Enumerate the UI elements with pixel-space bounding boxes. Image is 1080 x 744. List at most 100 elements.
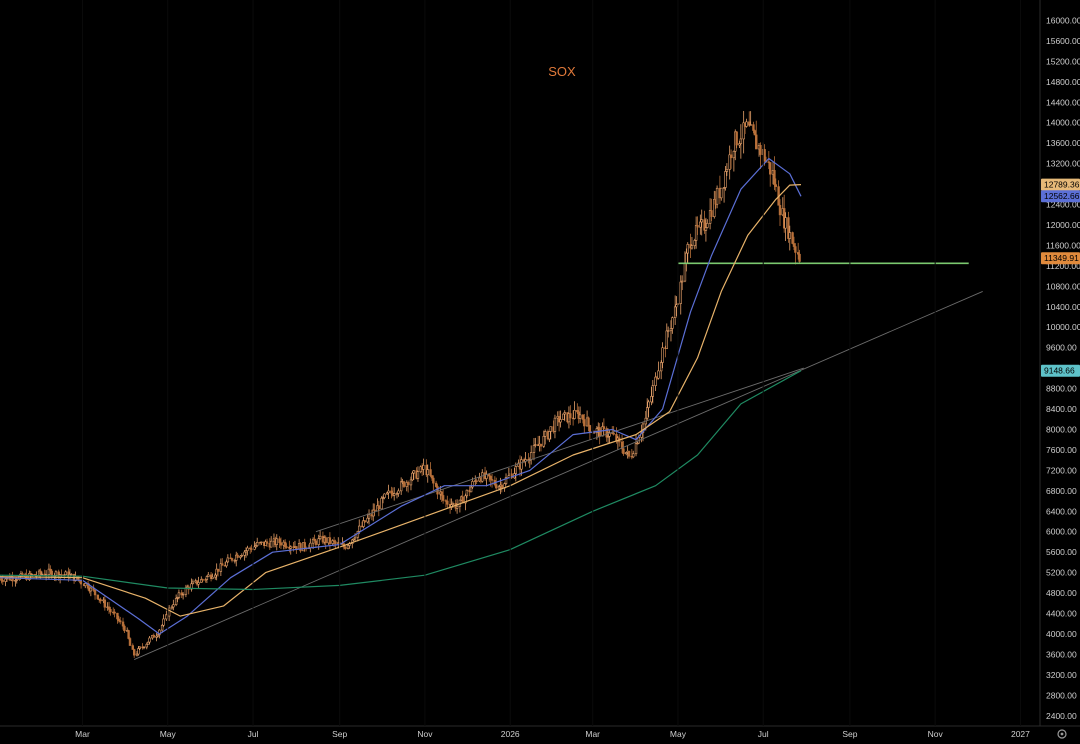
candle-body xyxy=(759,145,762,155)
candle-body xyxy=(595,428,599,433)
candle-body xyxy=(724,171,727,188)
candle-body xyxy=(283,541,287,548)
x-tick-label: Mar xyxy=(585,729,600,739)
candle-body xyxy=(666,330,670,332)
candle-body xyxy=(432,477,435,484)
gear-icon[interactable] xyxy=(1057,729,1067,739)
candle-body xyxy=(84,583,87,587)
candle-body xyxy=(309,542,312,549)
candle-body xyxy=(654,376,657,386)
candle-body xyxy=(243,551,246,556)
candle-body xyxy=(269,540,273,548)
candle-body xyxy=(464,495,467,504)
candle-body xyxy=(146,641,150,645)
candle-body xyxy=(377,505,381,510)
candle-body xyxy=(299,543,302,552)
candle-body xyxy=(455,505,459,509)
candle-body xyxy=(275,538,278,545)
y-tick-label: 12000.00 xyxy=(1046,220,1080,230)
candle-body xyxy=(469,486,473,493)
candle-body xyxy=(119,620,122,623)
candle-body xyxy=(344,546,347,549)
candle-body xyxy=(132,649,136,656)
candle-body xyxy=(411,472,414,481)
candle-body xyxy=(489,475,492,480)
y-tick-label: 4800.00 xyxy=(1046,588,1077,598)
candle-body xyxy=(4,578,7,582)
candle-body xyxy=(225,561,228,567)
candle-body xyxy=(475,480,478,482)
candle-body xyxy=(155,635,158,638)
candle-body xyxy=(675,304,678,308)
candle-body xyxy=(673,306,677,318)
candle-body xyxy=(93,590,97,596)
candle-body xyxy=(54,571,58,576)
candle-body xyxy=(265,541,269,544)
candle-body xyxy=(657,370,660,379)
candle-body xyxy=(390,490,393,494)
candle-body xyxy=(620,441,624,450)
candle-body xyxy=(693,240,696,246)
x-tick-label: Nov xyxy=(417,729,433,739)
candle-body xyxy=(260,541,263,544)
candle-body xyxy=(200,579,203,583)
candle-body xyxy=(160,624,164,631)
candle-body xyxy=(679,281,682,304)
candle-body xyxy=(627,450,631,457)
candle-body xyxy=(402,481,406,487)
x-tick-label: Mar xyxy=(75,729,90,739)
candle-body xyxy=(562,413,565,420)
candle-body xyxy=(170,606,174,609)
price-badge xyxy=(1041,252,1080,265)
candle-body xyxy=(557,416,561,423)
price-badge-label: 11349.91 xyxy=(1044,253,1079,263)
y-tick-label: 13200.00 xyxy=(1046,159,1080,169)
candle-body xyxy=(745,121,748,127)
candle-body xyxy=(602,426,606,429)
candle-body xyxy=(386,492,389,495)
y-tick-label: 4000.00 xyxy=(1046,629,1077,639)
candle-body xyxy=(608,432,611,437)
candle-body xyxy=(680,280,684,283)
candle-body xyxy=(763,149,766,162)
x-tick-label: Nov xyxy=(928,729,944,739)
candle-body xyxy=(422,464,425,470)
candle-body xyxy=(587,417,590,426)
candle-body xyxy=(240,555,244,557)
candle-body xyxy=(542,435,545,447)
candle-body xyxy=(392,493,396,496)
candle-body xyxy=(40,573,44,576)
candle-body xyxy=(671,317,674,329)
x-axis: Mar May Jul Sep Nov 2026 Mar May Jul Sep Nov 2027 xyxy=(75,0,1030,739)
candle-body xyxy=(612,432,615,435)
candle-body xyxy=(50,570,53,577)
y-tick-label: 14400.00 xyxy=(1046,97,1080,107)
candle-body xyxy=(311,538,315,544)
candle-body xyxy=(64,571,67,576)
candle-body xyxy=(152,634,155,638)
candle-body xyxy=(632,453,635,458)
candle-body xyxy=(549,426,552,432)
candle-body xyxy=(694,225,698,241)
candle-body xyxy=(774,184,778,187)
candle-body xyxy=(696,225,699,228)
candle-body xyxy=(738,143,741,146)
candle-body xyxy=(181,593,185,596)
candle-body xyxy=(563,412,566,415)
candle-body xyxy=(430,475,434,479)
y-tick-label: 5600.00 xyxy=(1046,547,1077,557)
candle-body xyxy=(285,546,288,548)
y-tick-label: 16000.00 xyxy=(1046,15,1080,25)
candle-body xyxy=(176,597,179,599)
y-tick-label: 12400.00 xyxy=(1046,200,1080,210)
candle-body xyxy=(138,646,141,649)
candle-body xyxy=(520,459,523,470)
candle-body xyxy=(117,618,121,621)
candle-body xyxy=(383,493,386,498)
candle-body xyxy=(215,568,218,576)
candle-body xyxy=(739,138,743,144)
trend-line xyxy=(134,291,983,660)
candle-body xyxy=(569,413,572,419)
candle-body xyxy=(576,410,579,413)
